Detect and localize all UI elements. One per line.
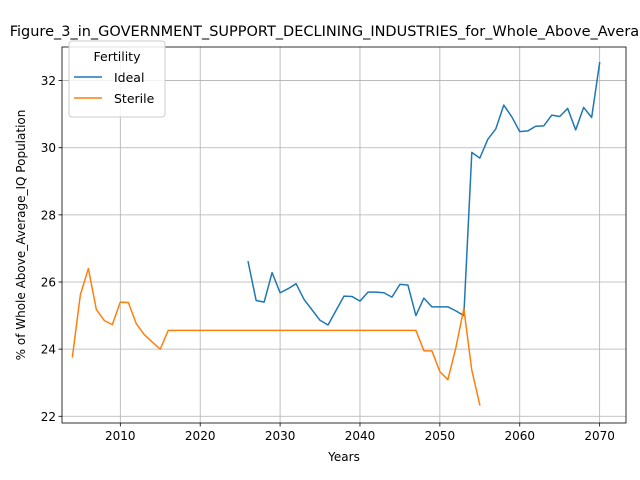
y-tick-label: 26 bbox=[41, 276, 56, 290]
y-tick-label: 24 bbox=[41, 343, 56, 357]
plot-frame bbox=[61, 46, 627, 424]
x-axis-label: Years bbox=[327, 450, 360, 464]
x-tick-label: 2050 bbox=[425, 429, 456, 443]
y-tick-label: 32 bbox=[41, 74, 56, 88]
chart-title: Figure_3_in_GOVERNMENT_SUPPORT_DECLINING… bbox=[10, 24, 640, 40]
series-line-ideal bbox=[247, 61, 601, 326]
y-axis-label: % of Whole Above_Average_IQ Population bbox=[14, 110, 28, 361]
series-lines bbox=[71, 61, 601, 406]
x-tick-label: 2070 bbox=[584, 429, 615, 443]
x-tick-label: 2030 bbox=[265, 429, 296, 443]
legend-label-sterile: Sterile bbox=[114, 91, 155, 106]
x-tick-label: 2020 bbox=[185, 429, 216, 443]
legend-title: Fertility bbox=[94, 49, 142, 64]
x-tick-label: 2060 bbox=[504, 429, 535, 443]
x-axis-ticks: 2010 2020 2030 2040 2050 2060 2070 bbox=[105, 423, 615, 443]
legend-label-ideal: Ideal bbox=[114, 70, 144, 85]
x-tick-label: 2010 bbox=[105, 429, 136, 443]
legend: Fertility Ideal Sterile bbox=[68, 40, 166, 118]
y-tick-label: 30 bbox=[41, 141, 56, 155]
x-tick-label: 2040 bbox=[345, 429, 376, 443]
y-tick-label: 22 bbox=[41, 410, 56, 424]
y-tick-label: 28 bbox=[41, 208, 56, 222]
y-axis-ticks: 22 24 26 28 30 32 bbox=[41, 74, 62, 424]
series-line-sterile bbox=[71, 267, 481, 406]
grid bbox=[62, 47, 626, 423]
